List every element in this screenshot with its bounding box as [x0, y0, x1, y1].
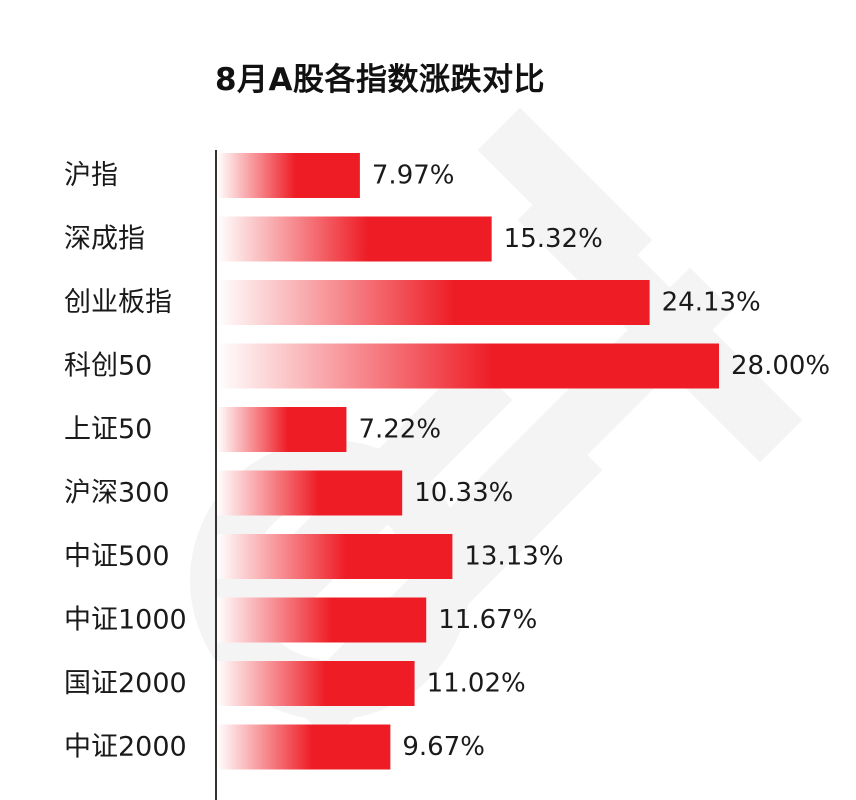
value-label: 11.67%: [438, 605, 537, 635]
category-label: 中证1000: [64, 605, 187, 636]
category-label: 中证2000: [64, 732, 187, 763]
category-label: 上证50: [64, 414, 152, 445]
chart-title: 8月A股各指数涨跌对比: [214, 62, 546, 98]
bar: [217, 597, 427, 643]
value-label: 24.13%: [662, 288, 761, 318]
category-label: 科创50: [64, 351, 152, 382]
bar: [217, 534, 453, 579]
category-label: 沪深300: [64, 478, 170, 509]
label-group: 沪指 7.97% 深成指 15.32% 创业板指 24.13% 科创50 28.00% 上证50…: [64, 160, 830, 763]
bar: [217, 661, 415, 706]
category-label: 创业板指: [64, 287, 172, 318]
bar: [217, 216, 492, 262]
bar-group: [217, 153, 719, 770]
value-label: 13.13%: [464, 542, 563, 572]
value-label: 11.02%: [427, 669, 526, 699]
category-label: 中证500: [64, 541, 170, 572]
value-label: 28.00%: [731, 351, 830, 381]
category-label: 沪指: [64, 160, 118, 191]
bar: [217, 153, 360, 198]
value-label: 10.33%: [414, 478, 513, 508]
bar: [217, 407, 347, 452]
value-label: 15.32%: [504, 224, 603, 254]
value-label: 7.97%: [372, 161, 455, 191]
bar: [217, 470, 403, 516]
category-label: 深成指: [64, 224, 145, 255]
bar: [217, 724, 391, 770]
value-label: 9.67%: [402, 732, 485, 762]
value-label: 7.22%: [358, 415, 441, 445]
bar: [217, 280, 650, 325]
category-label: 国证2000: [64, 668, 187, 699]
bar: [217, 343, 719, 389]
